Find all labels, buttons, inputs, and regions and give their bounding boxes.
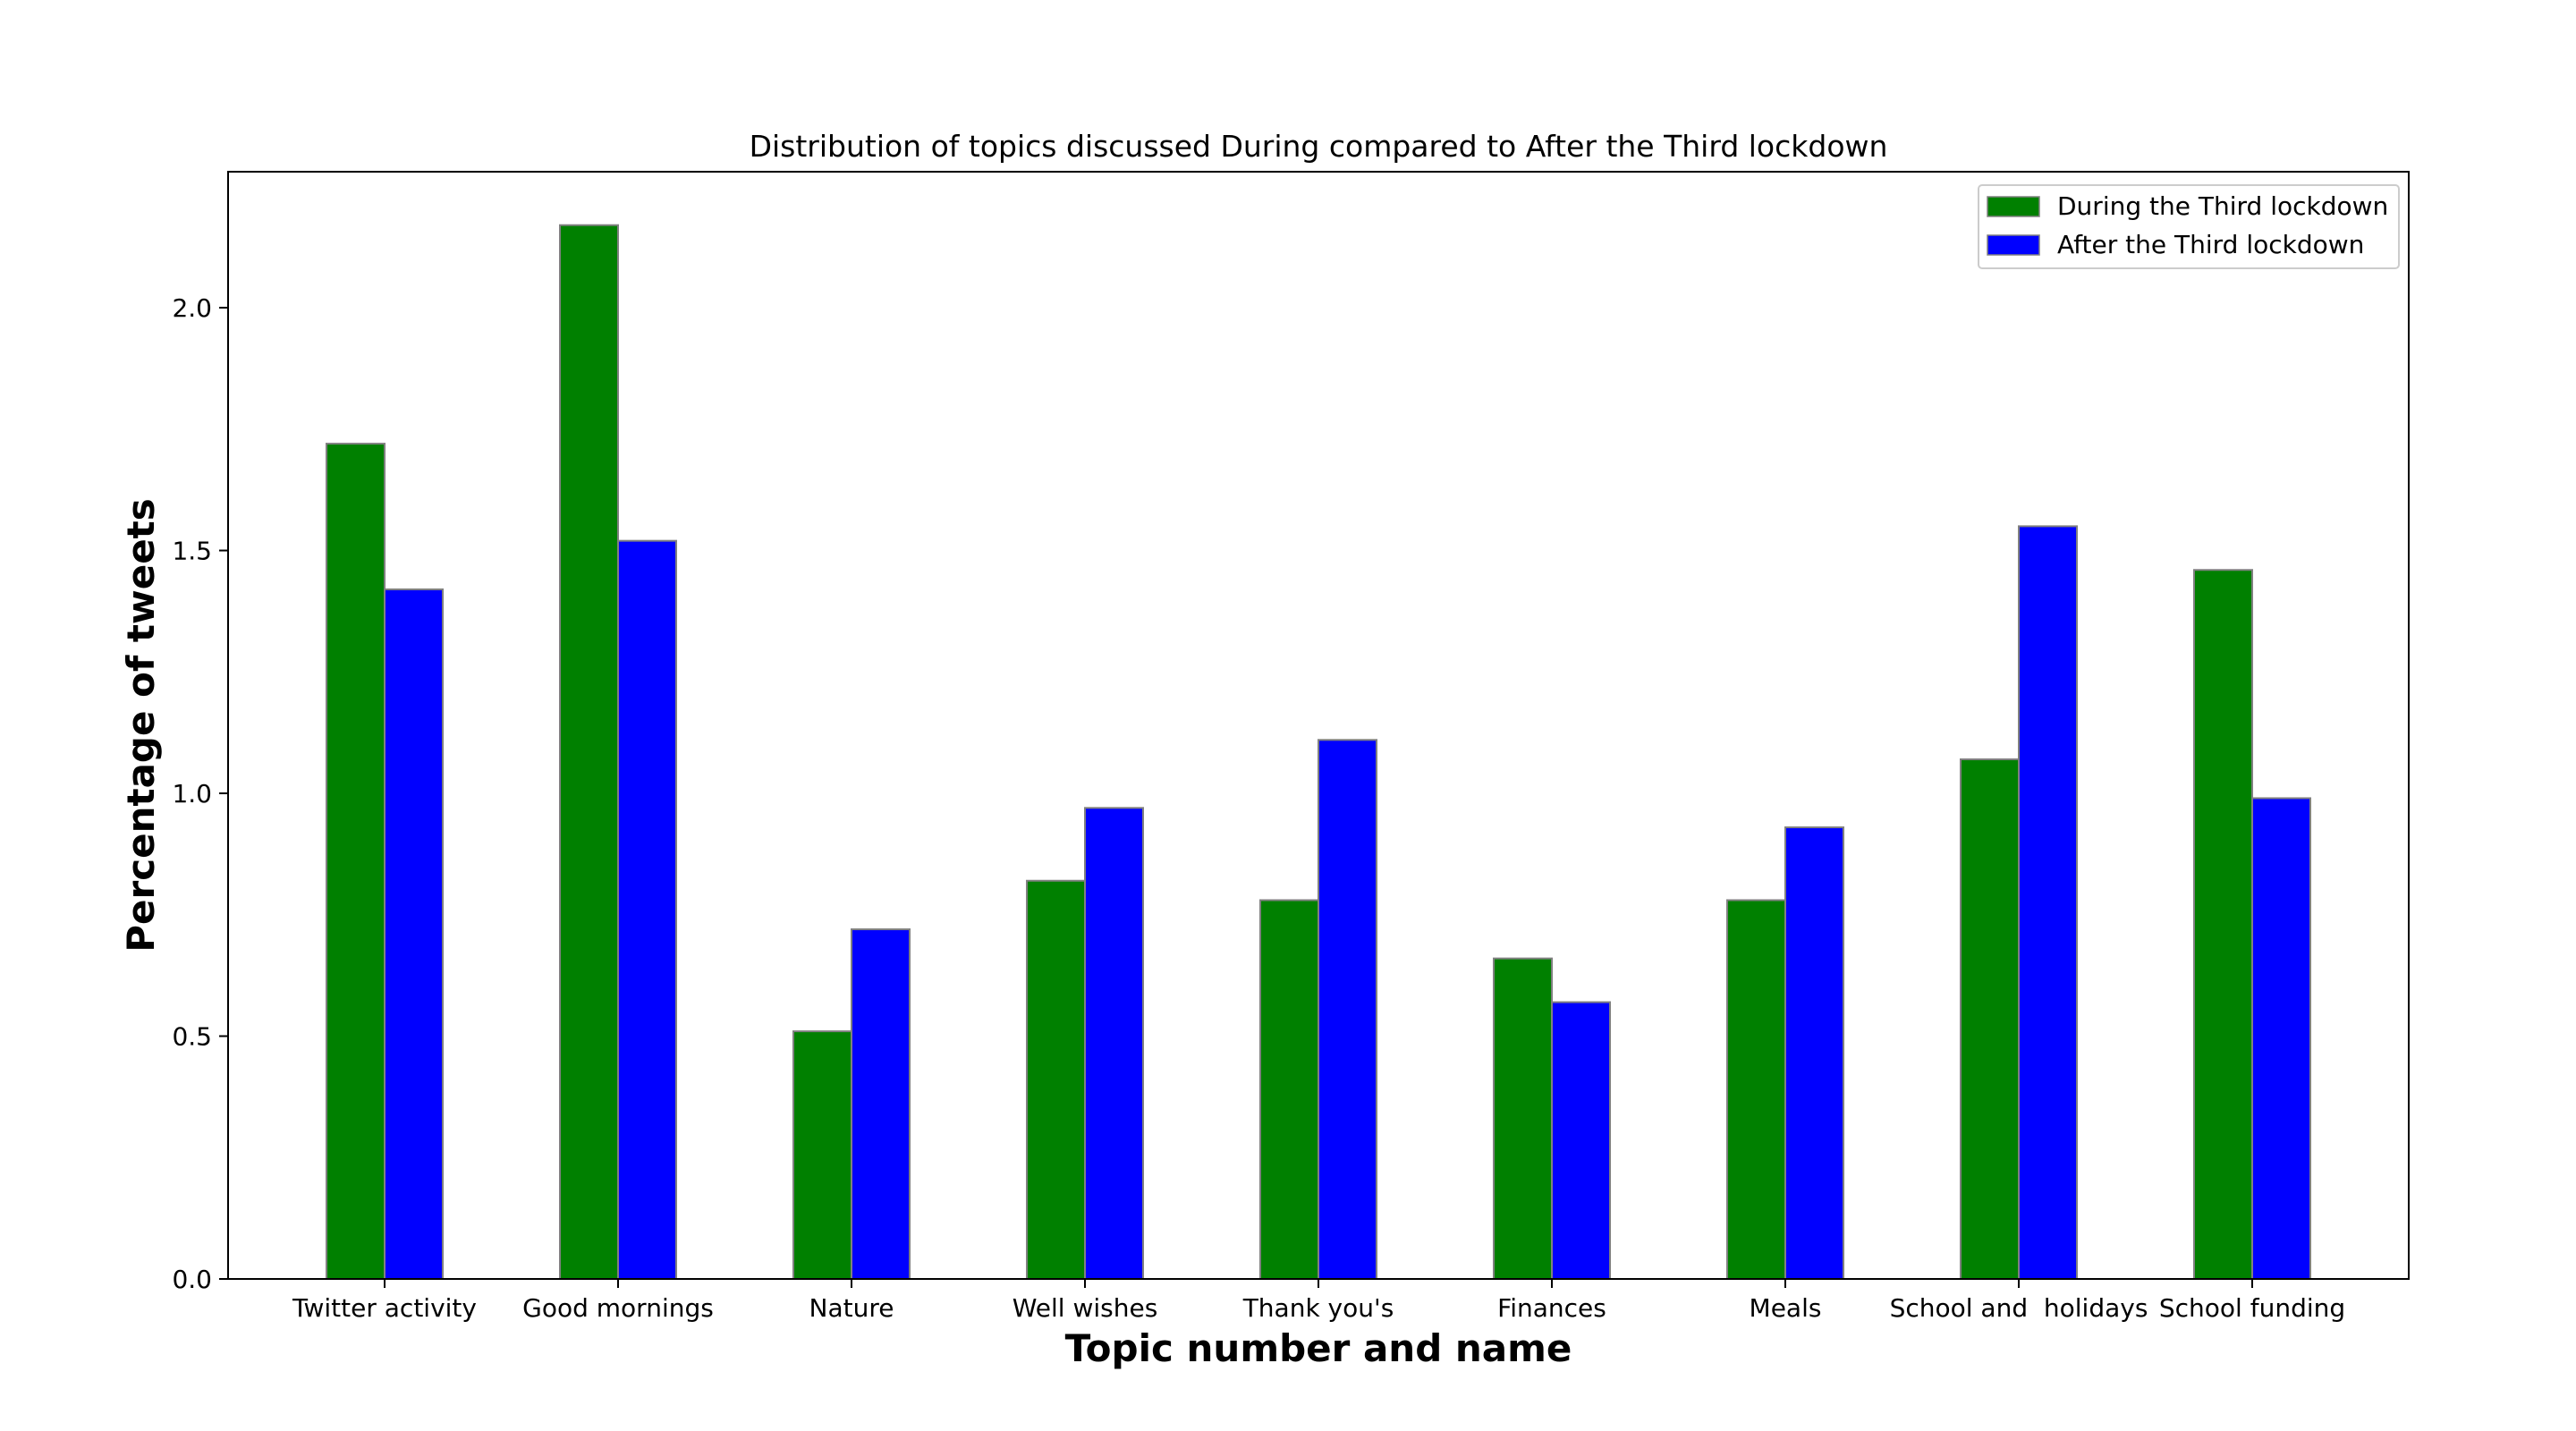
x-tick-label: Thank you's (1242, 1293, 1394, 1323)
x-tick-label: School and holidays (1890, 1293, 2148, 1323)
y-tick-label: 1.0 (172, 779, 212, 809)
y-tick-label: 2.0 (172, 293, 212, 323)
x-axis-label: Topic number and name (1065, 1326, 1572, 1370)
legend-swatch-after (1987, 234, 2040, 256)
bar-during-meals (1726, 899, 1786, 1280)
bar-after-school-funding (2251, 797, 2311, 1280)
legend-label-during: During the Third lockdown (2057, 191, 2388, 221)
y-tick-label: 1.5 (172, 537, 212, 566)
bar-after-twitter-activity (384, 588, 444, 1280)
legend-box (1978, 184, 2400, 269)
y-axis-label: Percentage of tweets (119, 498, 163, 953)
chart-title: Distribution of topics discussed During … (750, 129, 1888, 164)
x-tick-label: Finances (1497, 1293, 1606, 1323)
y-axis-ticks: 0.0 0.5 1.0 1.5 2.0 (172, 293, 228, 1294)
bar-after-good-mornings (617, 539, 677, 1280)
bar-after-school-and-holidays (2018, 525, 2078, 1280)
bar-after-meals (1784, 826, 1844, 1280)
x-axis-ticks: Twitter activity Good mornings Nature Well … (292, 1279, 2345, 1323)
bar-after-thank-you-s (1318, 739, 1377, 1280)
bar-during-school-and-holidays (1960, 758, 2020, 1280)
x-tick-label: School funding (2159, 1293, 2345, 1323)
y-tick-label: 0.5 (172, 1022, 212, 1052)
bar-during-nature (792, 1030, 852, 1281)
bar-during-twitter-activity (326, 443, 386, 1280)
bar-after-finances (1551, 1001, 1611, 1280)
bar-after-nature (851, 928, 911, 1280)
bars-layer (326, 224, 2311, 1281)
x-tick-label: Nature (809, 1293, 894, 1323)
legend-label-after: After the Third lockdown (2057, 230, 2364, 259)
bar-during-good-mornings (559, 224, 619, 1281)
legend-swatch-during (1987, 196, 2040, 217)
bar-after-well-wishes (1084, 807, 1144, 1280)
x-tick-label: Meals (1750, 1293, 1822, 1323)
y-tick-label: 0.0 (172, 1265, 212, 1294)
x-tick-label: Well wishes (1013, 1293, 1158, 1323)
bar-during-thank-you-s (1259, 899, 1319, 1280)
x-tick-label: Twitter activity (292, 1293, 477, 1323)
legend: During the Third lockdown After the Thir… (1978, 184, 2400, 269)
x-tick-label: Good mornings (522, 1293, 714, 1323)
bar-during-well-wishes (1026, 879, 1086, 1280)
bar-during-finances (1493, 957, 1553, 1280)
bar-during-school-funding (2193, 569, 2253, 1280)
